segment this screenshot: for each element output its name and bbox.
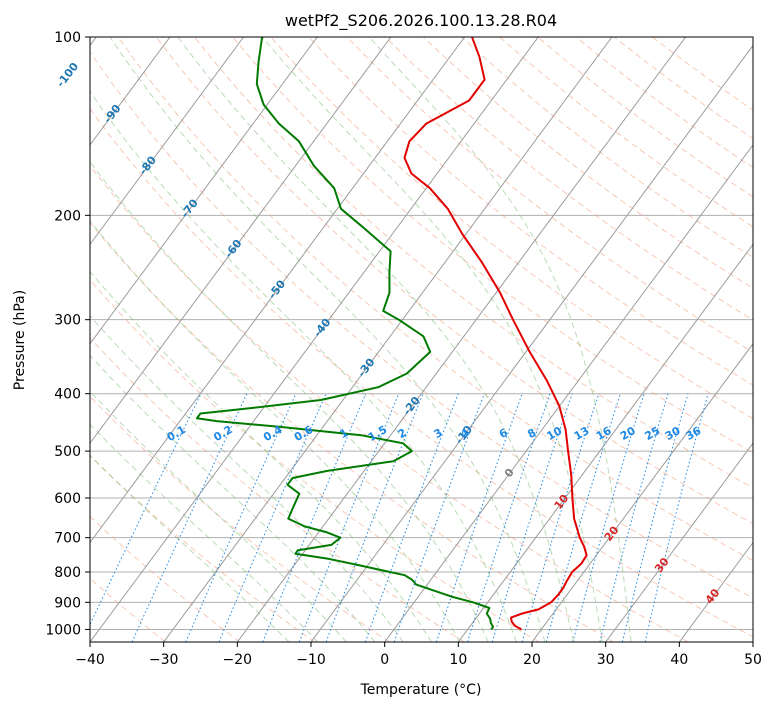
- y-tick-label: 100: [54, 30, 81, 46]
- moist-adiabat: [90, 161, 489, 642]
- isotherm-line: [384, 144, 753, 642]
- mixing-ratio-line: [435, 393, 523, 642]
- y-tick-label: 400: [54, 387, 81, 403]
- moist-adiabat: [90, 270, 432, 642]
- x-tick-label: −10: [296, 652, 326, 668]
- moist-adiabat: [90, 354, 376, 642]
- isotherm-line: [90, 37, 539, 642]
- moist-adiabat: [368, 37, 632, 642]
- moist-adiabat: [90, 390, 347, 642]
- mixing-ratio-line: [364, 393, 459, 642]
- dry-adiabats: [90, 37, 753, 642]
- dry-adiabat: [308, 37, 753, 386]
- y-tick-label: 1000: [45, 622, 81, 638]
- moist-adiabat: [90, 90, 517, 642]
- mixing-ratio-line: [131, 393, 248, 642]
- moist-adiabat: [109, 37, 546, 642]
- mixing-ratio-line: [521, 393, 600, 642]
- dry-adiabat: [232, 37, 753, 454]
- mixing-ratio-line: [393, 393, 485, 642]
- dry-adiabat: [90, 164, 689, 642]
- dry-adiabat: [90, 51, 753, 599]
- mixing-ratio-line: [644, 393, 709, 642]
- dry-adiabat: [90, 455, 315, 642]
- isotherms: [90, 37, 753, 642]
- isotherm-line: [90, 37, 171, 146]
- isotherm-line: [90, 37, 466, 544]
- dry-adiabat: [90, 395, 390, 642]
- x-tick-label: 20: [523, 652, 541, 668]
- dry-adiabat: [90, 279, 540, 642]
- dry-adiabat: [90, 337, 465, 642]
- x-tick-label: 30: [597, 652, 615, 668]
- mixing-ratio-line: [467, 393, 551, 642]
- isotherm-line: [605, 442, 753, 642]
- mixing-ratio-line: [621, 393, 689, 642]
- isotherm-line: [90, 37, 318, 345]
- moist-adiabat: [90, 423, 319, 642]
- mixing-ratio-line: [599, 393, 669, 642]
- isotherm-line: [457, 243, 753, 642]
- isotherm-line: [90, 37, 392, 445]
- sounding-series: [195, 37, 588, 631]
- y-tick-label: 800: [54, 565, 81, 581]
- mixing-ratio-lines: [90, 393, 709, 642]
- x-tick-label: −20: [223, 652, 253, 668]
- mixing-ratio-line: [491, 393, 573, 642]
- mixing-ratio-line: [90, 393, 202, 626]
- dewpoint-line: [195, 37, 495, 631]
- dry-adiabat: [422, 37, 753, 289]
- moist-adiabat: [90, 315, 404, 642]
- isotherm-line: [163, 37, 613, 642]
- plot-area: [90, 37, 753, 642]
- x-tick-label: 40: [670, 652, 688, 668]
- x-axis-label: Temperature (°C): [360, 682, 482, 698]
- x-tick-label: −30: [149, 652, 179, 668]
- moist-adiabat: [90, 220, 461, 642]
- temperature-line: [403, 37, 588, 631]
- moist-adiabat: [262, 37, 603, 642]
- y-tick-label: 900: [54, 595, 81, 611]
- x-tick-label: −40: [75, 652, 105, 668]
- y-tick-label: 600: [54, 491, 81, 507]
- x-tick-label: 10: [449, 652, 467, 668]
- y-axis: 100 200 300 400 500 600 700 800 900 1000: [45, 30, 90, 638]
- dry-adiabat: [117, 37, 753, 562]
- dry-adiabat: [90, 221, 614, 642]
- moist-adiabats: [90, 37, 632, 642]
- isotherm-line: [236, 37, 687, 642]
- plot-frame: [89, 36, 754, 643]
- dry-adiabat: [270, 37, 753, 420]
- isotherm-line: [531, 342, 753, 642]
- mixing-ratio-line: [325, 393, 424, 642]
- isotherm-line: [90, 37, 245, 246]
- mixing-ratio-line: [572, 393, 645, 642]
- y-tick-label: 300: [54, 313, 81, 329]
- x-tick-label: 0: [380, 652, 389, 668]
- y-axis-label: Pressure (hPa): [12, 290, 28, 390]
- y-tick-label: 500: [54, 444, 81, 460]
- chart-title: wetPf2_S206.2026.100.13.28.R04: [285, 11, 557, 31]
- isotherm-line: [310, 44, 753, 642]
- moist-adiabat: [177, 37, 575, 642]
- mixing-ratio-line: [298, 393, 400, 642]
- dry-adiabat: [90, 577, 166, 642]
- moist-adiabat: [90, 454, 290, 642]
- x-tick-label: 50: [744, 652, 762, 668]
- mixing-ratio-line: [545, 393, 621, 642]
- y-tick-label: 200: [54, 208, 81, 224]
- x-axis: −40 −30 −20 −10 0 10 20 30 40 50: [75, 642, 762, 668]
- y-tick-label: 700: [54, 531, 81, 547]
